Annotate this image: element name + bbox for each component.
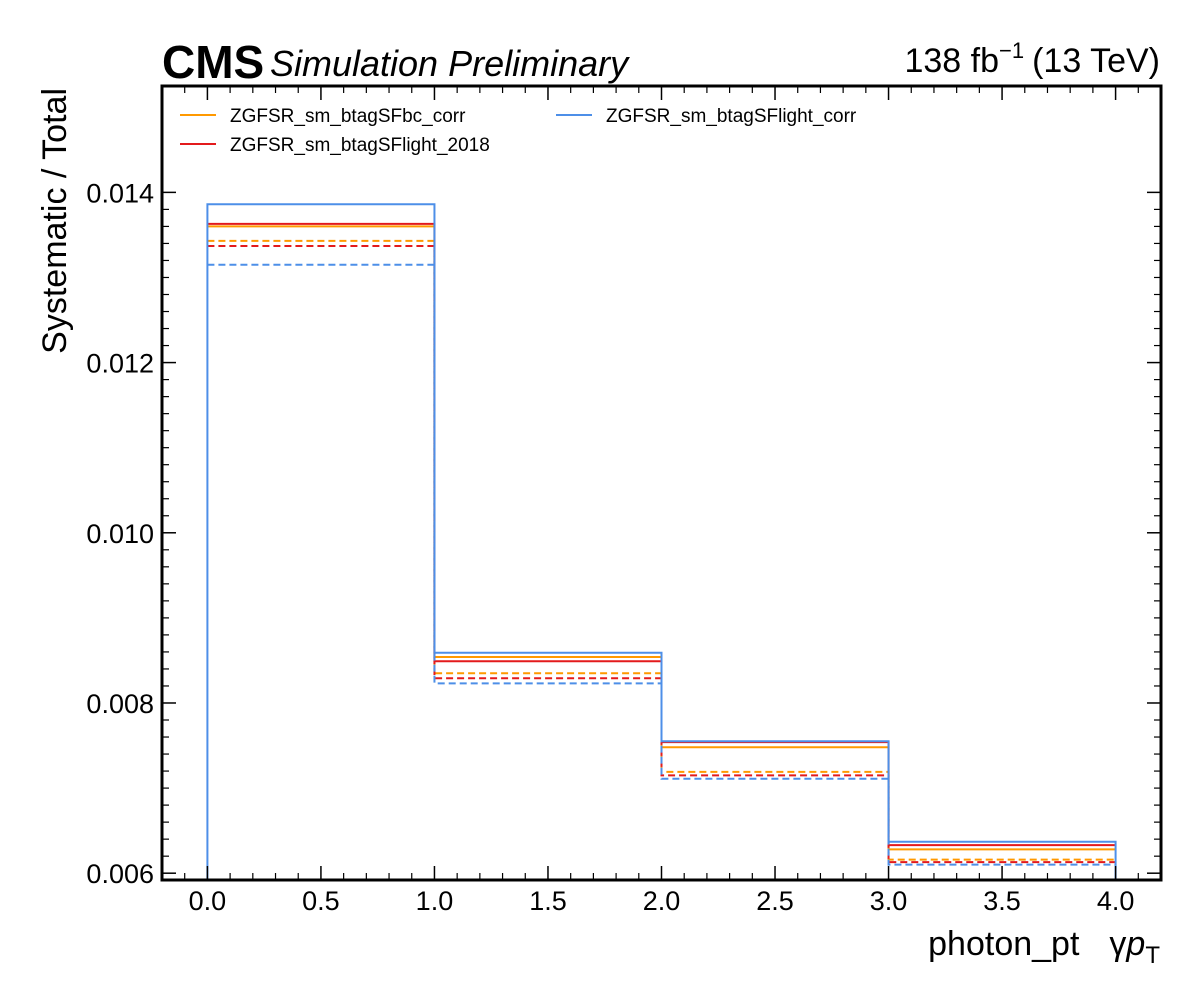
x-tick-label: 1.5 (529, 886, 567, 916)
y-tick-label: 0.008 (86, 689, 154, 719)
x-axis-label-main: photon_pt (928, 925, 1080, 963)
x-tick-label: 0.5 (302, 886, 340, 916)
legend-entry-label: ZGFSR_sm_btagSFlight_2018 (230, 135, 490, 156)
luminosity-label: 138 fb−1 (13 TeV) (904, 38, 1160, 80)
y-axis-label: Systematic / Total (36, 88, 74, 354)
y-tick-label: 0.014 (86, 178, 154, 208)
legend-entry-label: ZGFSR_sm_btagSFbc_corr (230, 106, 466, 127)
x-axis-label: photon_pt γpT (928, 925, 1160, 969)
plot-frame (160, 84, 1163, 882)
lumi-exponent: −1 (999, 38, 1024, 63)
x-tick-label: 4.0 (1097, 886, 1135, 916)
lumi-energy: (13 TeV) (1032, 42, 1160, 80)
y-tick-label: 0.012 (86, 349, 154, 379)
legend-entry-label: ZGFSR_sm_btagSFlight_corr (606, 106, 857, 127)
status-label: Simulation Preliminary (270, 43, 630, 84)
x-axis-label-sub: T (1145, 942, 1160, 969)
x-tick-label: 3.5 (983, 886, 1021, 916)
x-tick-label: 1.0 (416, 886, 454, 916)
x-tick-label: 3.0 (870, 886, 908, 916)
series-down-line (207, 263, 1116, 866)
legend: ZGFSR_sm_btagSFbc_corr ZGFSR_sm_btagSFlig… (180, 106, 857, 156)
x-tick-label: 2.5 (756, 886, 794, 916)
series-layer (206, 203, 1117, 880)
y-tick-label: 0.006 (86, 859, 154, 889)
lumi-value: 138 fb (904, 42, 999, 80)
x-tick-label: 2.0 (643, 886, 681, 916)
x-tick-label: 0.0 (189, 886, 227, 916)
ticks-layer: 0.0 0.5 1.0 1.5 2.0 2.5 3.0 3.5 4.0 0.006 0.008 0.0… (86, 86, 1161, 916)
series-up-line (206, 203, 1117, 880)
experiment-label: CMS (162, 36, 264, 88)
x-axis-label-p: p (1125, 925, 1145, 963)
x-axis-label-gamma: γ (1109, 925, 1126, 963)
y-tick-label: 0.010 (86, 519, 154, 549)
